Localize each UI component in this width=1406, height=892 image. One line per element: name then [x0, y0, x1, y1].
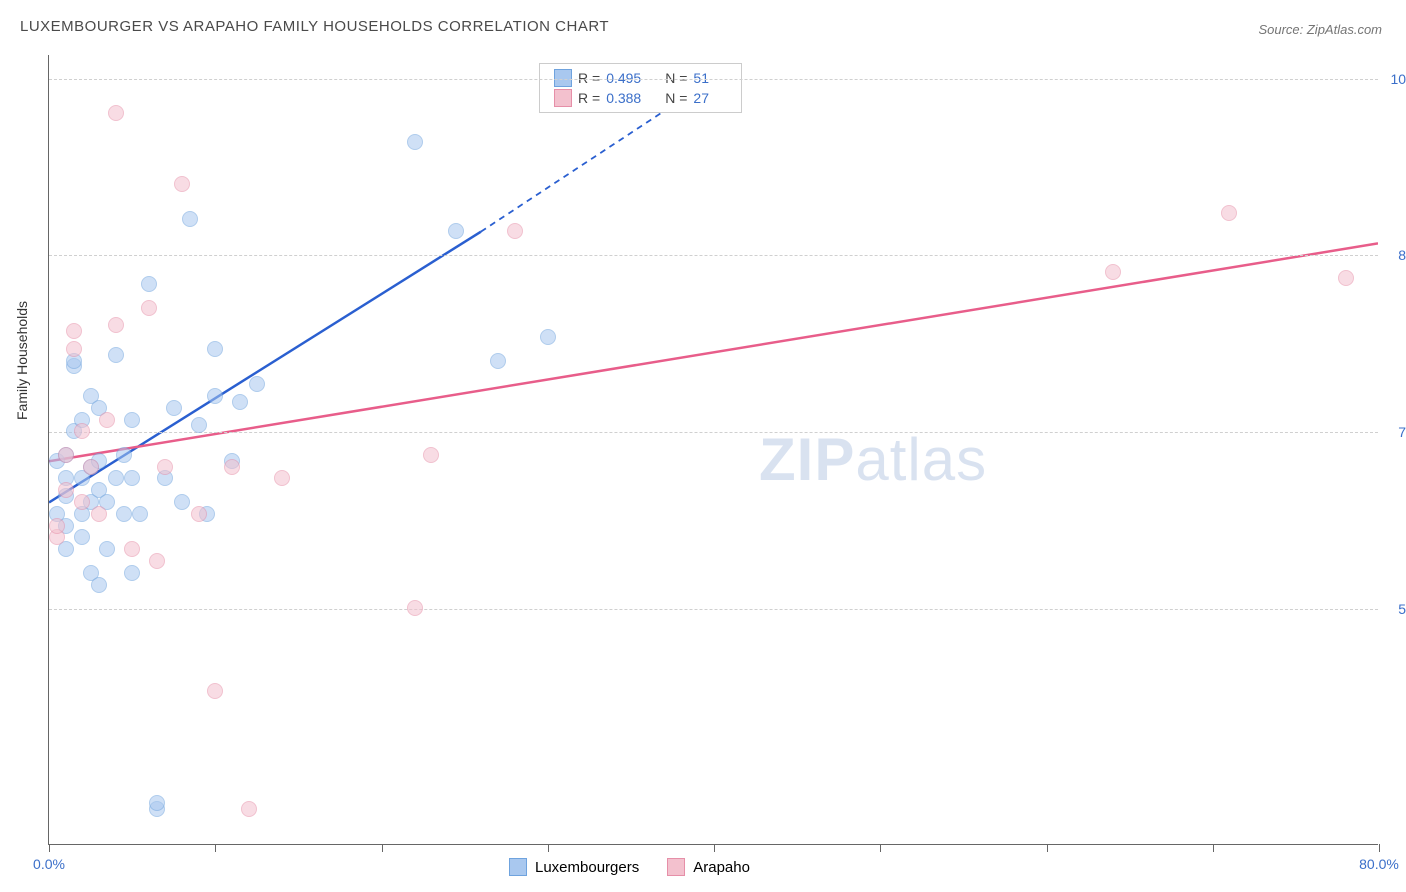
data-point: [141, 276, 157, 292]
data-point: [116, 506, 132, 522]
data-point: [149, 795, 165, 811]
x-tick: [1379, 844, 1380, 852]
data-point: [124, 541, 140, 557]
data-point: [407, 134, 423, 150]
y-tick-label: 100.0%: [1383, 71, 1406, 87]
data-point: [108, 105, 124, 121]
data-point: [108, 347, 124, 363]
data-point: [74, 494, 90, 510]
data-point: [99, 541, 115, 557]
data-point: [49, 518, 65, 534]
legend-label: Luxembourgers: [535, 859, 639, 876]
data-point: [74, 529, 90, 545]
data-point: [141, 300, 157, 316]
gridline: [49, 432, 1378, 433]
data-point: [91, 577, 107, 593]
swatch-icon: [509, 858, 527, 876]
legend-label: Arapaho: [693, 859, 750, 876]
data-point: [124, 470, 140, 486]
data-point: [58, 482, 74, 498]
x-tick: [548, 844, 549, 852]
swatch-icon: [554, 89, 572, 107]
gridline: [49, 609, 1378, 610]
x-tick-label: 80.0%: [1359, 856, 1399, 872]
data-point: [1338, 270, 1354, 286]
data-point: [124, 412, 140, 428]
data-point: [66, 341, 82, 357]
data-point: [232, 394, 248, 410]
data-point: [132, 506, 148, 522]
data-point: [83, 459, 99, 475]
correlation-legend: R = 0.495 N = 51 R = 0.388 N = 27: [539, 63, 742, 113]
data-point: [191, 506, 207, 522]
data-point: [490, 353, 506, 369]
watermark-bold: ZIP: [759, 426, 855, 493]
gridline: [49, 79, 1378, 80]
data-point: [207, 341, 223, 357]
chart-title: LUXEMBOURGER VS ARAPAHO FAMILY HOUSEHOLD…: [20, 18, 609, 35]
data-point: [157, 459, 173, 475]
source-attribution: Source: ZipAtlas.com: [1258, 22, 1382, 37]
chart-plot-area: ZIPatlas R = 0.495 N = 51 R = 0.388 N = …: [48, 55, 1378, 845]
y-tick-label: 70.0%: [1383, 424, 1406, 440]
data-point: [174, 176, 190, 192]
x-tick: [1047, 844, 1048, 852]
data-point: [66, 323, 82, 339]
data-point: [116, 447, 132, 463]
data-point: [507, 223, 523, 239]
data-point: [423, 447, 439, 463]
data-point: [108, 470, 124, 486]
data-point: [207, 388, 223, 404]
data-point: [124, 565, 140, 581]
watermark: ZIPatlas: [759, 425, 987, 494]
data-point: [224, 459, 240, 475]
data-point: [108, 317, 124, 333]
x-tick: [215, 844, 216, 852]
legend-row-arapaho: R = 0.388 N = 27: [554, 88, 727, 108]
swatch-icon: [667, 858, 685, 876]
y-tick-label: 85.0%: [1383, 247, 1406, 263]
data-point: [99, 412, 115, 428]
data-point: [540, 329, 556, 345]
data-point: [1105, 264, 1121, 280]
series-legend: Luxembourgers Arapaho: [509, 858, 750, 876]
data-point: [448, 223, 464, 239]
data-point: [149, 553, 165, 569]
data-point: [91, 506, 107, 522]
data-point: [407, 600, 423, 616]
y-axis-label: Family Households: [14, 301, 30, 420]
data-point: [74, 423, 90, 439]
data-point: [182, 211, 198, 227]
x-tick: [382, 844, 383, 852]
legend-item-arapaho: Arapaho: [667, 858, 750, 876]
data-point: [241, 801, 257, 817]
data-point: [1221, 205, 1237, 221]
data-point: [166, 400, 182, 416]
data-point: [249, 376, 265, 392]
data-point: [58, 447, 74, 463]
data-point: [174, 494, 190, 510]
gridline: [49, 255, 1378, 256]
x-tick: [714, 844, 715, 852]
x-tick: [49, 844, 50, 852]
y-tick-label: 55.0%: [1383, 601, 1406, 617]
r-value: 0.388: [606, 90, 641, 106]
watermark-rest: atlas: [855, 426, 987, 493]
x-tick-label: 0.0%: [33, 856, 65, 872]
x-tick: [1213, 844, 1214, 852]
data-point: [207, 683, 223, 699]
data-point: [274, 470, 290, 486]
n-value: 27: [693, 90, 709, 106]
trend-lines-layer: [49, 55, 1378, 844]
legend-item-luxembourgers: Luxembourgers: [509, 858, 639, 876]
data-point: [191, 417, 207, 433]
x-tick: [880, 844, 881, 852]
